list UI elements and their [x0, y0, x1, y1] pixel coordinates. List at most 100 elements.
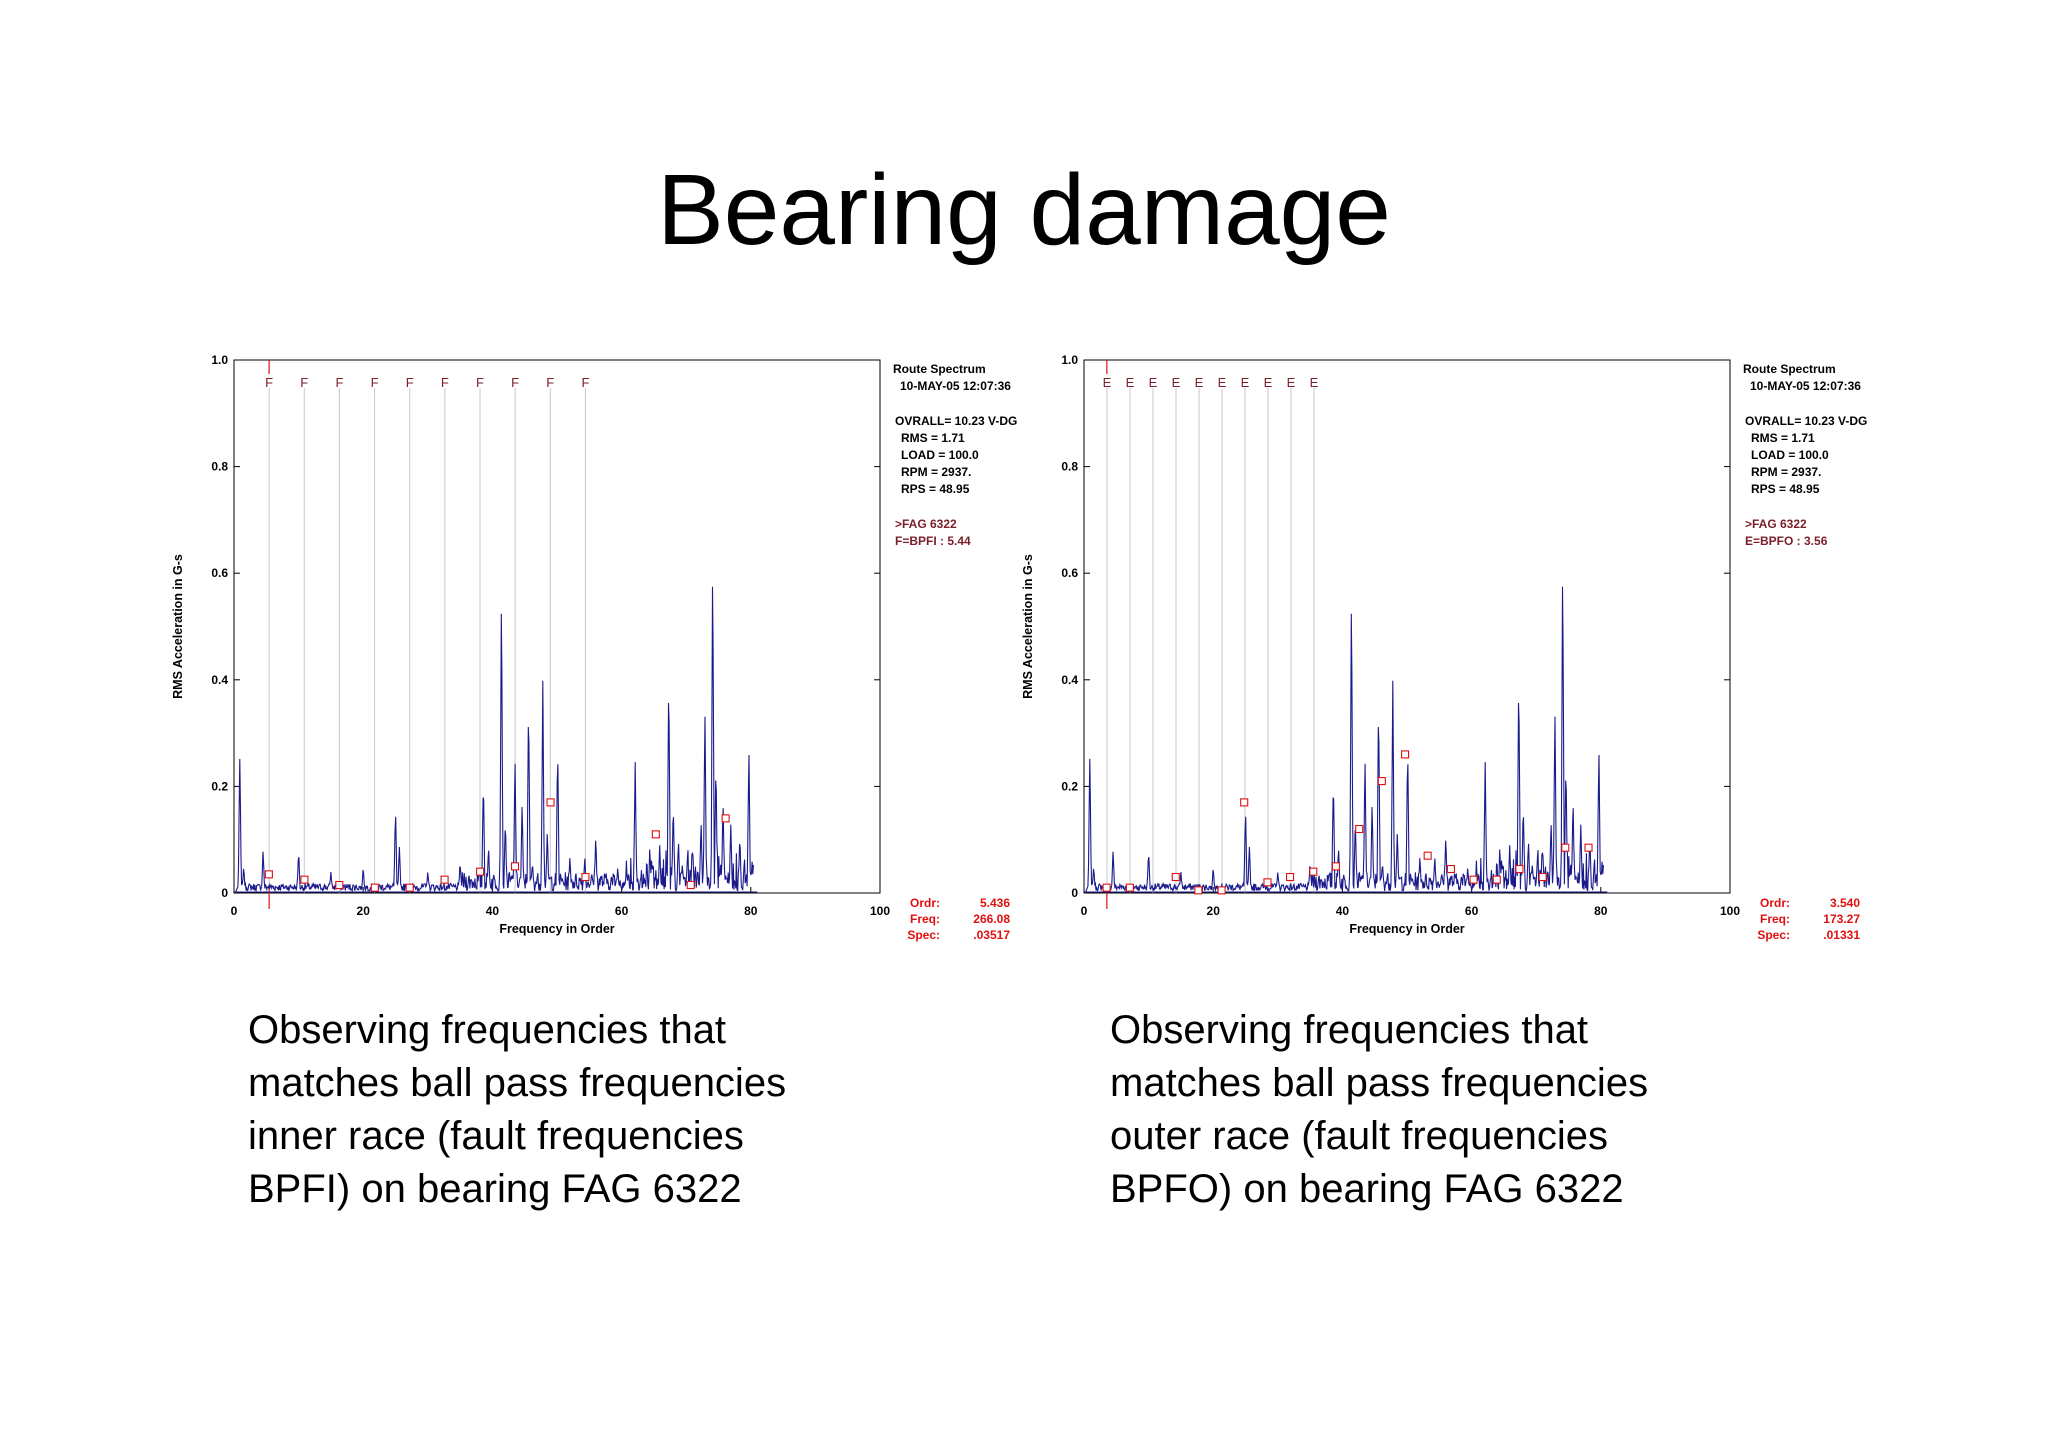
x-tick-label: 20 [1207, 904, 1221, 918]
fault-harmonic-label: E [1149, 375, 1158, 390]
fault-harmonic-label: F [476, 375, 484, 390]
fault-harmonic-label: E [1310, 375, 1319, 390]
harmonic-marker [1469, 875, 1478, 884]
harmonic-marker [581, 872, 590, 882]
spectrum-chart-bpfi: 0 0.2 0.4 0.6 0.8 1.0 0 20 40 60 80 100 Frequency in… [170, 345, 1017, 965]
caption-line: BPFO) on bearing FAG 6322 [1110, 1167, 1624, 1211]
harmonic-marker [1515, 864, 1524, 874]
harmonic-marker [1240, 798, 1249, 807]
harmonic-marker [300, 875, 309, 884]
info-timestamp: 10-MAY-05 12:07:36 [900, 379, 1011, 393]
plot-frame [1083, 359, 1731, 894]
harmonic-marker [1446, 864, 1455, 874]
harmonic-marker [1538, 872, 1547, 882]
info-rpm: RPM = 2937. [1751, 465, 1821, 479]
info-rpm: RPM = 2937. [901, 465, 971, 479]
plot-frame [233, 359, 881, 894]
caption-line: matches ball pass frequencies [248, 1061, 787, 1105]
spectrum-trace [234, 586, 754, 894]
x-tick-label: 100 [870, 904, 890, 918]
info-overall: OVRALL= 10.23 V-DG [1745, 414, 1867, 428]
info-overall: OVRALL= 10.23 V-DG [895, 414, 1017, 428]
x-tick-label: 40 [486, 904, 500, 918]
caption-line: BPFI) on bearing FAG 6322 [248, 1167, 742, 1211]
harmonic-marker [1492, 875, 1501, 884]
harmonic-marker [1355, 824, 1364, 834]
spectrum-plot-bpfo: 0 0.2 0.4 0.6 0.8 1.0 0 20 40 60 80 100 Frequency in… [1021, 353, 1867, 942]
cursor-order-value: 5.436 [980, 896, 1010, 910]
fault-harmonic-label: F [406, 375, 414, 390]
info-load: LOAD = 100.0 [901, 448, 979, 462]
y-tick-label: 1.0 [1061, 353, 1078, 367]
info-fault-definition: E=BPFO : 3.56 [1745, 534, 1828, 548]
caption-line: inner race (fault frequencies [248, 1114, 744, 1158]
fault-harmonic-label: F [265, 375, 273, 390]
info-bearing: >FAG 6322 [895, 517, 957, 531]
fault-harmonic-label: E [1103, 375, 1112, 390]
info-timestamp: 10-MAY-05 12:07:36 [1750, 379, 1861, 393]
harmonic-marker [1401, 750, 1410, 759]
fault-harmonic-label: F [300, 375, 308, 390]
fault-harmonic-label: E [1172, 375, 1181, 390]
y-axis-label: RMS Acceleration in G-s [1021, 554, 1035, 699]
fault-harmonic-label: E [1264, 375, 1273, 390]
spectrum-trace [1084, 586, 1604, 894]
x-axis-label: Frequency in Order [1349, 922, 1464, 936]
harmonic-marker [721, 814, 730, 823]
spectrum-chart-bpfo: 0 0.2 0.4 0.6 0.8 1.0 0 20 40 60 80 100 Frequency in… [1020, 345, 1867, 965]
caption-line: Observing frequencies that [248, 1008, 727, 1052]
fault-harmonic-label: F [511, 375, 519, 390]
y-tick-label: 0.6 [211, 566, 228, 580]
info-bearing: >FAG 6322 [1745, 517, 1807, 531]
harmonic-marker [1423, 851, 1432, 860]
x-tick-label: 0 [231, 904, 238, 918]
info-rps: RPS = 48.95 [901, 482, 970, 496]
info-rms: RMS = 1.71 [1751, 431, 1815, 445]
y-tick-label: 0.2 [211, 779, 228, 793]
y-tick-label: 0 [221, 886, 228, 900]
y-tick-label: 0.4 [1061, 673, 1078, 687]
x-tick-label: 80 [1594, 904, 1608, 918]
harmonic-marker [370, 883, 379, 892]
harmonic-marker [1171, 872, 1180, 882]
harmonic-marker [510, 862, 520, 871]
cursor-freq-label: Freq: [1760, 912, 1790, 926]
harmonic-marker [546, 798, 555, 807]
cursor-spec-label: Spec: [907, 928, 940, 942]
fault-harmonic-label: F [371, 375, 379, 390]
harmonic-marker [1125, 883, 1134, 892]
harmonic-marker [1194, 886, 1203, 895]
fault-harmonic-label: E [1241, 375, 1250, 390]
fault-harmonic-label: F [546, 375, 554, 390]
fault-harmonic-label: E [1195, 375, 1204, 390]
cursor-order-label: Ordr: [910, 896, 940, 910]
x-tick-label: 60 [615, 904, 629, 918]
harmonic-marker [1561, 843, 1570, 852]
harmonic-marker [1584, 843, 1593, 852]
harmonic-marker [1309, 867, 1318, 876]
y-tick-label: 0.8 [1061, 460, 1078, 474]
info-rms: RMS = 1.71 [901, 431, 965, 445]
harmonic-marker [335, 880, 344, 890]
caption-line: Observing frequencies that [1110, 1008, 1589, 1052]
y-tick-label: 0.6 [1061, 566, 1078, 580]
y-tick-label: 0.2 [1061, 779, 1078, 793]
caption-line: matches ball pass frequencies [1110, 1061, 1649, 1105]
y-tick-label: 1.0 [211, 353, 228, 367]
page-title: Bearing damage [657, 154, 1391, 266]
info-header: Route Spectrum [893, 362, 986, 376]
harmonic-marker [405, 883, 414, 892]
x-tick-label: 20 [357, 904, 371, 918]
harmonic-marker [1217, 886, 1226, 895]
cursor-spec-value: .03517 [973, 928, 1010, 942]
harmonic-marker [1331, 862, 1340, 871]
spectrum-plot-bpfi: 0 0.2 0.4 0.6 0.8 1.0 0 20 40 60 80 100 Frequency in… [171, 353, 1017, 942]
cursor-freq-label: Freq: [910, 912, 940, 926]
cursor-freq-value: 266.08 [973, 912, 1010, 926]
fault-harmonic-label: F [441, 375, 449, 390]
y-tick-label: 0.8 [211, 460, 228, 474]
info-header: Route Spectrum [1743, 362, 1836, 376]
info-rps: RPS = 48.95 [1751, 482, 1820, 496]
fault-harmonic-label: F [335, 375, 343, 390]
x-tick-label: 100 [1720, 904, 1740, 918]
